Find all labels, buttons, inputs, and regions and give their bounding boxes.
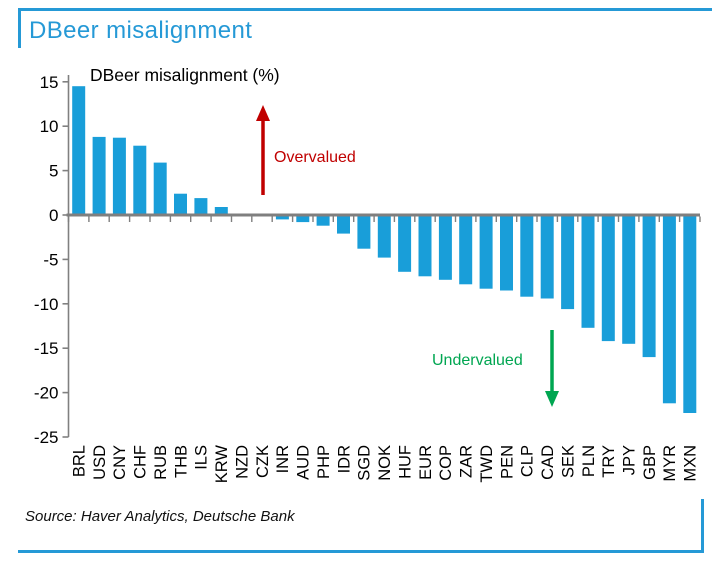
title-left-border [18, 8, 21, 48]
undervalued-annotation: Undervalued [432, 330, 559, 407]
x-label-THB: THB [172, 445, 190, 478]
x-label-CAD: CAD [539, 445, 557, 480]
x-label-EUR: EUR [417, 445, 435, 480]
bar-INR [275, 215, 289, 220]
y-tick-label--20: -20 [34, 384, 59, 403]
bar-SGD [357, 215, 371, 249]
y-tick-label--5: -5 [43, 250, 58, 269]
bar-RUB [153, 162, 167, 215]
bar-TRY [601, 215, 615, 342]
x-label-RUB: RUB [152, 445, 170, 480]
axes-group [62, 75, 701, 438]
bottom-border [18, 550, 704, 553]
x-label-IDR: IDR [335, 445, 353, 474]
x-label-ILS: ILS [193, 445, 211, 470]
y-tick-label-10: 10 [40, 117, 59, 136]
x-label-SGD: SGD [356, 445, 374, 481]
bar-CHF [133, 145, 147, 215]
misalignment-bar-chart: DBeer misalignment (%) 15 10 5 0 -5 -10 -15 -20… [34, 65, 701, 483]
y-tick-label--10: -10 [34, 295, 59, 314]
x-label-USD: USD [91, 445, 109, 480]
chart-title: DBeer misalignment (%) [90, 65, 280, 85]
y-tick-label-5: 5 [49, 162, 58, 181]
x-label-GBP: GBP [641, 445, 659, 480]
undervalued-arrowhead [545, 391, 559, 407]
x-label-CNY: CNY [111, 445, 129, 480]
bar-CAD [540, 215, 554, 299]
y-tick-label-15: 15 [40, 73, 59, 92]
x-label-KRW: KRW [213, 445, 231, 484]
x-label-TRY: TRY [600, 445, 618, 478]
x-label-TWD: TWD [478, 445, 496, 483]
bar-THB [174, 193, 187, 215]
bar-SEK [561, 215, 575, 310]
undervalued-label: Undervalued [432, 352, 523, 369]
x-label-JPY: JPY [620, 445, 638, 475]
bar-PEN [500, 215, 513, 291]
x-label-CLP: CLP [519, 445, 537, 477]
x-label-COP: COP [437, 445, 455, 481]
bar-PHP [316, 215, 330, 226]
x-label-SEK: SEK [559, 445, 577, 478]
x-label-NZD: NZD [233, 445, 251, 479]
y-tick-label--25: -25 [34, 428, 59, 447]
x-label-BRL: BRL [70, 445, 88, 477]
x-label-HUF: HUF [396, 445, 414, 479]
title-top-border [18, 8, 712, 11]
x-label-MXN: MXN [682, 445, 700, 482]
bar-MXN [683, 215, 697, 413]
bar-ILS [194, 198, 208, 215]
bar-CLP [520, 215, 534, 297]
overvalued-arrowhead [256, 105, 270, 121]
bar-PLN [581, 215, 595, 328]
bar-CNY [112, 137, 126, 215]
bottom-right-border [701, 499, 704, 553]
bar-TWD [479, 215, 493, 289]
x-label-CHF: CHF [132, 445, 150, 479]
bar-USD [92, 136, 106, 215]
y-tick-label--15: -15 [34, 339, 59, 358]
source-note: Source: Haver Analytics, Deutsche Bank [25, 508, 295, 525]
x-label-PHP: PHP [315, 445, 333, 479]
bar-NOK [377, 215, 391, 258]
bar-EUR [418, 215, 432, 277]
overvalued-label: Overvalued [274, 149, 356, 166]
axis-labels-group: 15 10 5 0 -5 -10 -15 -20 -25 BRL USD CNY CHF RUB THB IL… [34, 73, 700, 483]
overvalued-annotation: Overvalued [256, 105, 356, 195]
x-label-PLN: PLN [580, 445, 598, 477]
x-label-MYR: MYR [661, 445, 679, 482]
bar-GBP [642, 215, 656, 358]
x-label-AUD: AUD [295, 445, 313, 480]
bar-ZAR [459, 215, 473, 285]
bar-AUD [296, 215, 310, 223]
bar-MYR [662, 215, 676, 404]
bar-COP [438, 215, 452, 280]
x-label-ZAR: ZAR [457, 445, 475, 478]
bars-group [72, 86, 697, 413]
bar-KRW [214, 207, 228, 215]
bar-BRL [72, 86, 86, 215]
x-label-PEN: PEN [498, 445, 516, 479]
x-label-INR: INR [274, 445, 292, 474]
bar-IDR [337, 215, 350, 234]
y-tick-label-0: 0 [49, 206, 58, 225]
page-title: DBeer misalignment [29, 17, 253, 44]
bar-JPY [622, 215, 636, 344]
x-label-CZK: CZK [254, 445, 272, 478]
bar-HUF [398, 215, 412, 272]
x-label-NOK: NOK [376, 445, 394, 481]
